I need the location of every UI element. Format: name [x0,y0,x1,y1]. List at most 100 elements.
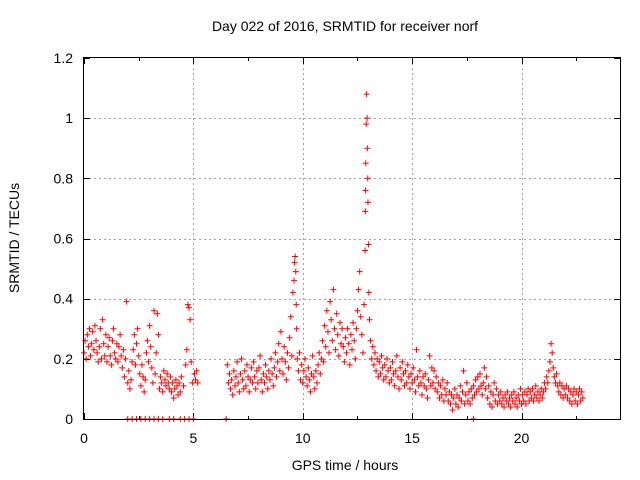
data-point [105,343,112,350]
data-point [490,391,497,398]
data-point [122,355,129,362]
data-point [274,358,281,365]
data-point [277,328,284,335]
data-point [308,370,315,377]
data-point [505,400,512,407]
data-point [294,355,301,362]
data-point [186,304,193,311]
data-point [374,355,381,362]
data-point [295,367,302,374]
data-point [463,379,470,386]
data-point [85,343,92,350]
data-point [358,331,365,338]
data-point [527,388,534,395]
data-point [363,121,370,128]
data-point [329,337,336,344]
data-point [96,343,103,350]
data-point [513,394,520,401]
data-point [367,337,374,344]
data-point [287,313,294,320]
data-point [380,376,387,383]
data-point [347,331,354,338]
data-point [532,382,539,389]
data-point [411,376,418,383]
data-point [406,385,413,392]
data-point [420,373,427,380]
data-point [275,340,282,347]
data-point [471,391,478,398]
data-point [194,379,201,386]
data-point [461,400,468,407]
data-point [562,391,569,398]
data-point [504,388,511,395]
data-point [334,331,341,338]
data-point [362,247,369,254]
data-point [306,376,313,383]
data-point [326,349,333,356]
data-point [239,376,246,383]
data-point [370,361,377,368]
data-point [97,325,104,332]
data-point [434,388,441,395]
data-point [159,388,166,395]
data-point [276,367,283,374]
data-point [149,379,156,386]
data-point [293,301,300,308]
data-point [146,322,153,329]
data-point [565,385,572,392]
data-point [324,328,331,335]
data-point [109,337,116,344]
data-point [474,373,481,380]
data-point [160,367,167,374]
data-point [353,325,360,332]
data-point [433,373,440,380]
data-point [141,388,148,395]
data-point [84,331,91,338]
data-point [284,349,291,356]
data-point [286,334,293,341]
data-point [528,394,535,401]
data-point [252,385,259,392]
x-tick-label: 15 [404,430,420,446]
data-point [357,313,364,320]
data-point [387,364,394,371]
data-point [362,187,369,194]
data-point [91,322,98,329]
data-point [259,388,266,395]
data-point [257,352,264,359]
data-point [549,349,556,356]
data-point [147,343,154,350]
data-point [578,388,585,395]
data-point [90,346,97,353]
data-point [483,373,490,380]
data-point [402,367,409,374]
data-point [299,379,306,386]
data-point [278,355,285,362]
data-point [155,331,162,338]
data-point [388,376,395,383]
data-point [546,358,553,365]
data-point [419,391,426,398]
data-point [335,352,342,359]
data-point [163,382,170,389]
y-tick-label: 0 [65,411,73,427]
data-point [131,331,138,338]
data-point [363,91,370,98]
data-point [468,385,475,392]
data-point [447,400,454,407]
data-point [254,379,261,386]
data-point [238,355,245,362]
data-point [359,349,366,356]
data-point [529,385,536,392]
data-point [473,388,480,395]
data-point [309,352,316,359]
data-point [88,340,95,347]
data-point [121,373,128,380]
data-point [487,388,494,395]
data-point [193,367,200,374]
y-tick-label: 1.2 [54,50,74,66]
data-point [496,397,503,404]
chart-title: Day 022 of 2016, SRMTID for receiver nor… [212,18,478,34]
data-point [236,388,243,395]
